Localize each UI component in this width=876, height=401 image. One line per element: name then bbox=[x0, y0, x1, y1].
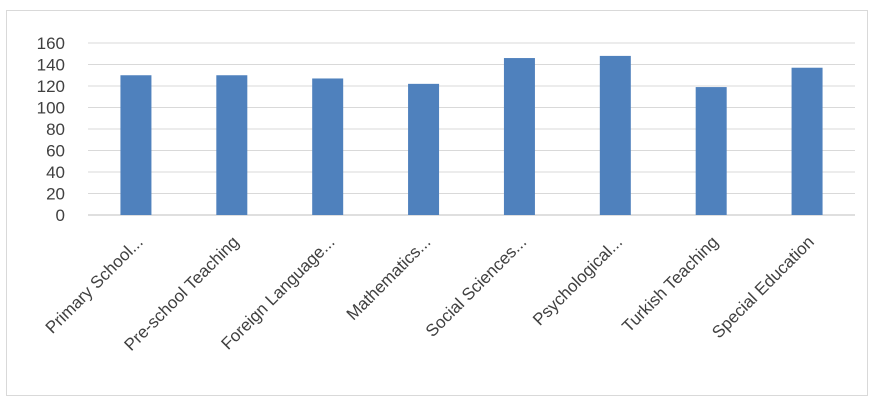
bar bbox=[791, 67, 823, 215]
bar bbox=[120, 75, 152, 215]
y-tick-label: 0 bbox=[56, 206, 65, 225]
x-tick-label: Primary School... bbox=[42, 232, 147, 337]
x-tick-label: Mathematics... bbox=[343, 232, 435, 324]
y-tick-label: 140 bbox=[37, 56, 65, 75]
y-tick-label: 20 bbox=[46, 185, 65, 204]
x-tick-label: Psychological... bbox=[529, 232, 626, 329]
y-tick-label: 80 bbox=[46, 120, 65, 139]
bar bbox=[408, 83, 440, 215]
bar bbox=[312, 78, 344, 215]
bar bbox=[695, 87, 727, 215]
x-tick-label: Turkish Teaching bbox=[618, 232, 722, 336]
y-tick-label: 160 bbox=[37, 34, 65, 53]
y-tick-label: 100 bbox=[37, 99, 65, 118]
x-tick-label: Special Education bbox=[708, 232, 818, 342]
y-tick-label: 120 bbox=[37, 77, 65, 96]
bar bbox=[599, 55, 631, 216]
y-tick-label: 40 bbox=[46, 163, 65, 182]
x-tick-label: Social Sciences... bbox=[422, 232, 530, 340]
bar bbox=[503, 58, 535, 215]
y-tick-label: 60 bbox=[46, 142, 65, 161]
bar bbox=[216, 75, 248, 215]
